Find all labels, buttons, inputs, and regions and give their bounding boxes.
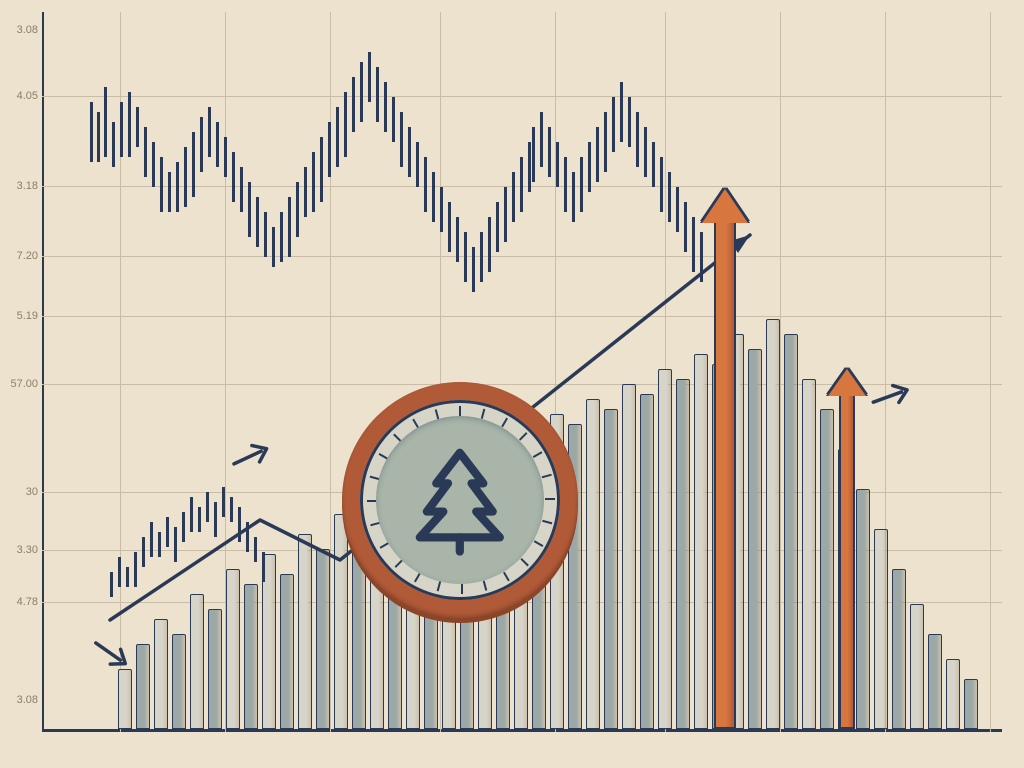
up-arrow-icon: [706, 189, 744, 729]
up-arrow-icon: [832, 369, 862, 729]
coin-inner-face: [376, 416, 544, 584]
tree-icon: [401, 441, 519, 559]
trend-line-arrow: [0, 0, 1024, 768]
